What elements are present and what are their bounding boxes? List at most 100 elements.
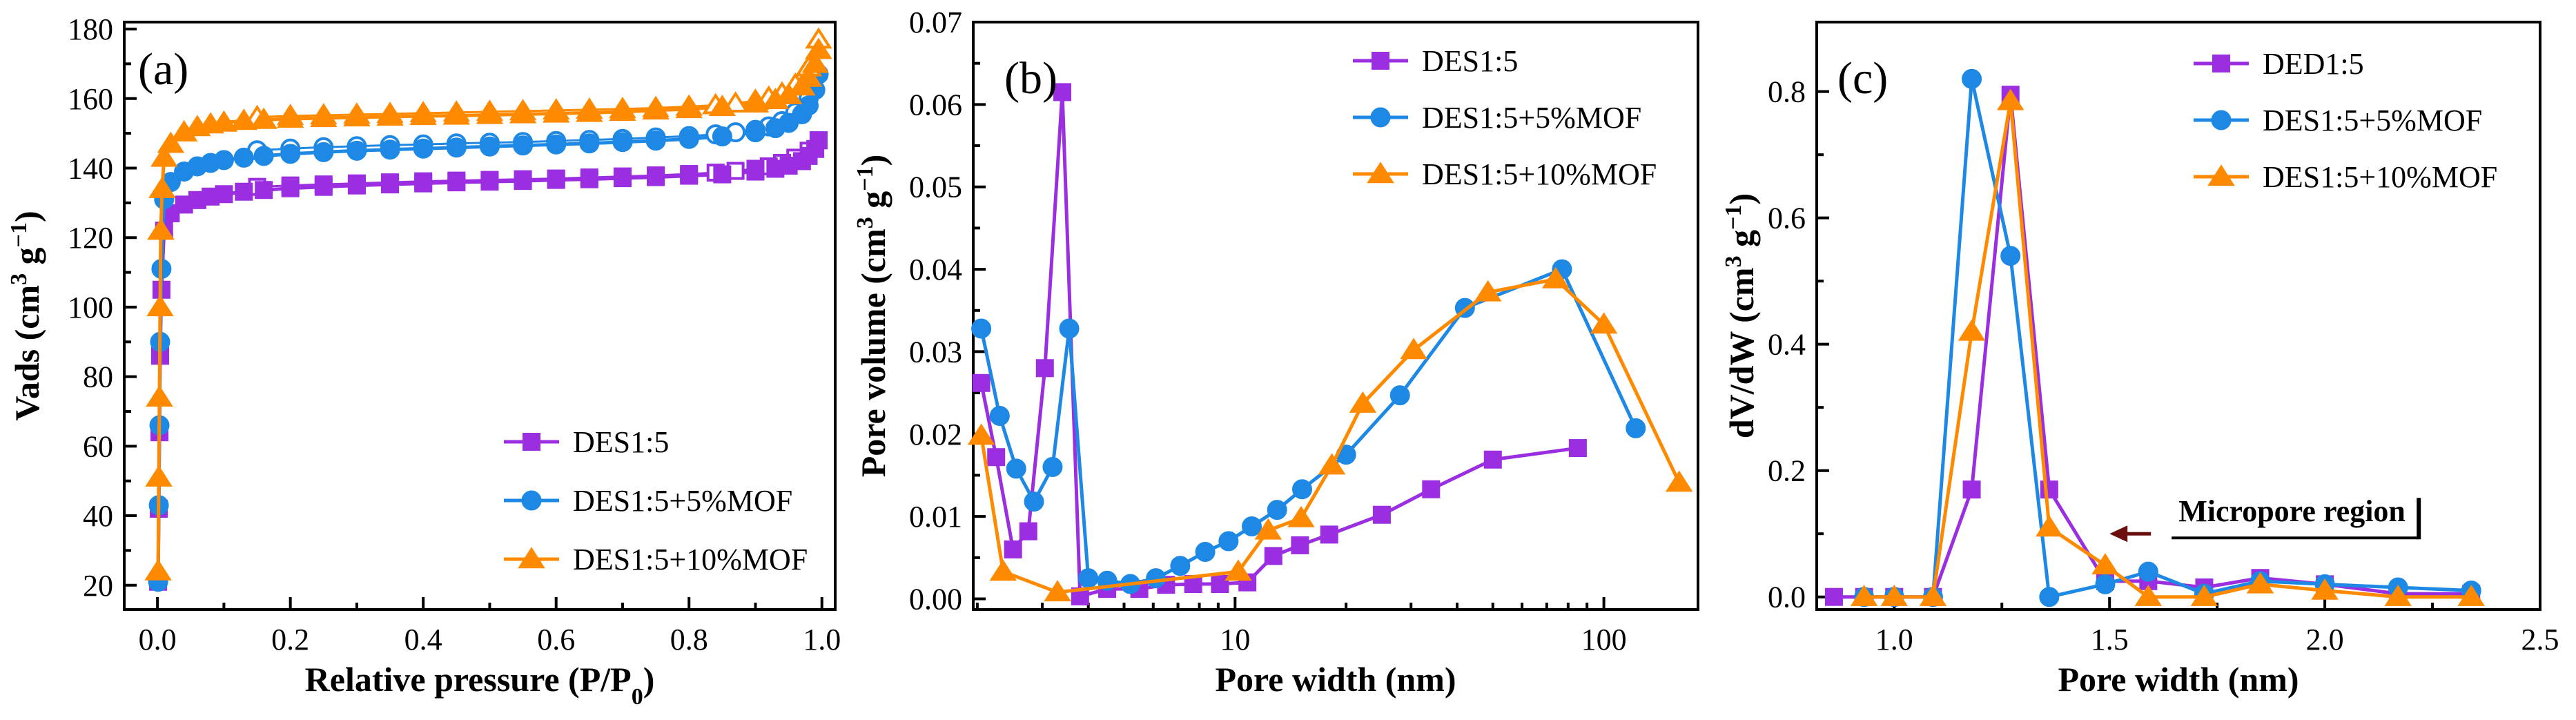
panel-a-adsorption-point <box>442 103 471 125</box>
panel-b-x-tick-label: 100 <box>1581 623 1627 656</box>
panel-a-adsorption-point <box>235 182 253 201</box>
panel-c-y-axis-title: dV/dW (cm3 g−1) <box>1721 193 1762 438</box>
panel-a-adsorption-point <box>613 169 632 188</box>
panel-a-y-tick-label: 80 <box>83 360 113 394</box>
panel-b-data-point <box>1035 359 1054 378</box>
panel-a-adsorption-point <box>708 95 736 117</box>
panel-b-data-point <box>989 559 1017 581</box>
panel-a-adsorption-point <box>580 170 598 188</box>
panel-a-y-tick-label: 120 <box>68 221 113 255</box>
panel-b-y-tick-label: 0.06 <box>909 88 962 121</box>
panel-c-y-tick-label: 0.0 <box>1768 581 1806 614</box>
panel-a-adsorption-point <box>480 173 499 191</box>
panel-a-legend-marker <box>518 547 545 569</box>
panel-a-adsorption-point <box>576 100 603 122</box>
panel-b-data-point <box>1389 385 1410 406</box>
panel-a-x-axis-title: Relative pressure (P/P0) <box>305 660 655 710</box>
panel-a-adsorption-point <box>680 166 699 185</box>
panel-c-y-tick-label: 0.6 <box>1768 202 1806 235</box>
panel-a-adsorption-point <box>801 51 829 73</box>
panel-c-data-point <box>1962 480 1981 499</box>
panel-c-data-point <box>2134 584 2163 606</box>
panel-c-data-point <box>2036 515 2063 537</box>
panel-b-data-point <box>1042 457 1063 478</box>
panel-b-data-point <box>1422 480 1441 498</box>
panel-a-adsorption-point <box>542 101 570 123</box>
panel-b-data-point <box>1474 280 1502 302</box>
panel-b-data-point <box>989 406 1010 427</box>
panel-a-adsorption-point <box>343 105 371 127</box>
panel-a-adsorption-point <box>157 131 185 153</box>
panel-a-adsorption-point <box>809 131 828 150</box>
panel-c-data-point <box>2138 561 2158 582</box>
panel-b-data-point <box>1568 439 1587 458</box>
panel-a-y-tick-label: 140 <box>68 151 113 185</box>
panel-b-data-point <box>1006 458 1026 479</box>
panel-a-adsorption-point <box>250 107 277 129</box>
panel-b-data-point <box>1483 450 1502 469</box>
panel-a-adsorption-point <box>805 37 832 59</box>
panel-a-adsorption-point <box>513 135 534 156</box>
panel-b-data-point <box>1349 391 1377 413</box>
panel-a-adsorption-point <box>253 146 274 166</box>
panel-c-data-point <box>2311 578 2339 600</box>
panel-b-data-point <box>967 423 995 445</box>
panel-b-y-axis-title: Pore volume (cm3 g−1) <box>852 155 893 478</box>
panel-a-y-tick-label: 180 <box>68 12 113 46</box>
panel-a-adsorption-point <box>745 122 765 143</box>
panel-a-adsorption-point <box>414 174 433 193</box>
panel-b-data-point <box>972 373 991 392</box>
panel-c-data-point <box>1850 584 1878 606</box>
panel-a-adsorption-point <box>144 558 172 581</box>
panel-c-data-point <box>1958 319 1986 341</box>
panel-a-legend-label: DES1:5+5%MOF <box>573 484 792 518</box>
panel-a-adsorption-point <box>376 104 404 126</box>
panel-b-y-tick-label: 0.04 <box>909 253 962 286</box>
panel-a-isotherm-chart: 20 40 60 80 100 120 140 160 180 0.0 0.2 0.4 0.6 0.8 1.… <box>6 12 841 709</box>
panel-b-data-point <box>1400 338 1427 360</box>
panel-a-adsorption-point <box>145 465 173 487</box>
panel-a-adsorption-point <box>741 91 770 113</box>
panel-c-data-point <box>2384 584 2412 606</box>
panel-b-x-axis-title: Pore width (nm) <box>1215 660 1456 699</box>
panel-b-frame <box>972 21 1699 611</box>
panel-a-adsorption-point <box>579 133 600 154</box>
panel-c-y-tick-label: 0.4 <box>1768 328 1806 362</box>
panel-a-x-tick-label: 0.8 <box>670 623 708 656</box>
panel-a-y-tick-label: 160 <box>68 82 113 116</box>
panel-a-adsorption-point <box>476 102 504 124</box>
panel-b-legend-marker <box>1372 52 1389 70</box>
panel-c-legend-marker <box>2207 164 2235 186</box>
panel-c-data-point <box>1880 584 1909 606</box>
panel-a-adsorption-point <box>210 110 238 132</box>
panel-b-data-point <box>1264 547 1282 565</box>
panel-a-adsorption-point <box>794 65 823 87</box>
panel-b-data-point <box>1044 580 1071 602</box>
panel-a-adsorption-point <box>255 181 273 200</box>
panel-b-data-point <box>1004 540 1022 558</box>
panel-b-data-point <box>1242 516 1262 536</box>
panel-c-x-tick-label: 2.5 <box>2521 623 2559 656</box>
panel-b-data-point <box>1372 505 1391 524</box>
panel-c-label: (c) <box>1837 53 1888 104</box>
panel-a-x-tick-label: 0.2 <box>271 623 309 656</box>
panel-b-pore-volume-chart: 0.00 0.01 0.02 0.03 0.04 0.05 0.06 0.07 10 100 DES… <box>852 6 1699 699</box>
panel-b-data-point <box>1541 266 1570 289</box>
panel-c-annotation-text: Micropore region <box>2178 494 2406 528</box>
panel-b-data-point <box>1291 479 1312 500</box>
panel-c-data-point <box>2039 587 2060 607</box>
panel-a-legend-label: DES1:5 <box>573 425 669 459</box>
panel-a-adsorption-point <box>514 172 532 191</box>
panel-b-data-point <box>1170 556 1191 576</box>
panel-b-data-point <box>1626 418 1646 438</box>
panel-b-legend-marker <box>1370 107 1391 128</box>
panel-b-y-tick-label: 0.07 <box>909 6 962 39</box>
panel-b-data-point <box>1078 568 1099 589</box>
panel-c-legend-label: DES1:5+5%MOF <box>2263 104 2482 137</box>
panel-b-data-point <box>1019 522 1037 541</box>
panel-a-adsorption-point <box>347 140 367 161</box>
panel-a-x-tick-label: 0.4 <box>404 623 442 656</box>
panel-b-data-point <box>1195 541 1216 562</box>
panel-b-label: (b) <box>1004 53 1057 104</box>
panel-a-adsorption-point <box>409 104 437 126</box>
